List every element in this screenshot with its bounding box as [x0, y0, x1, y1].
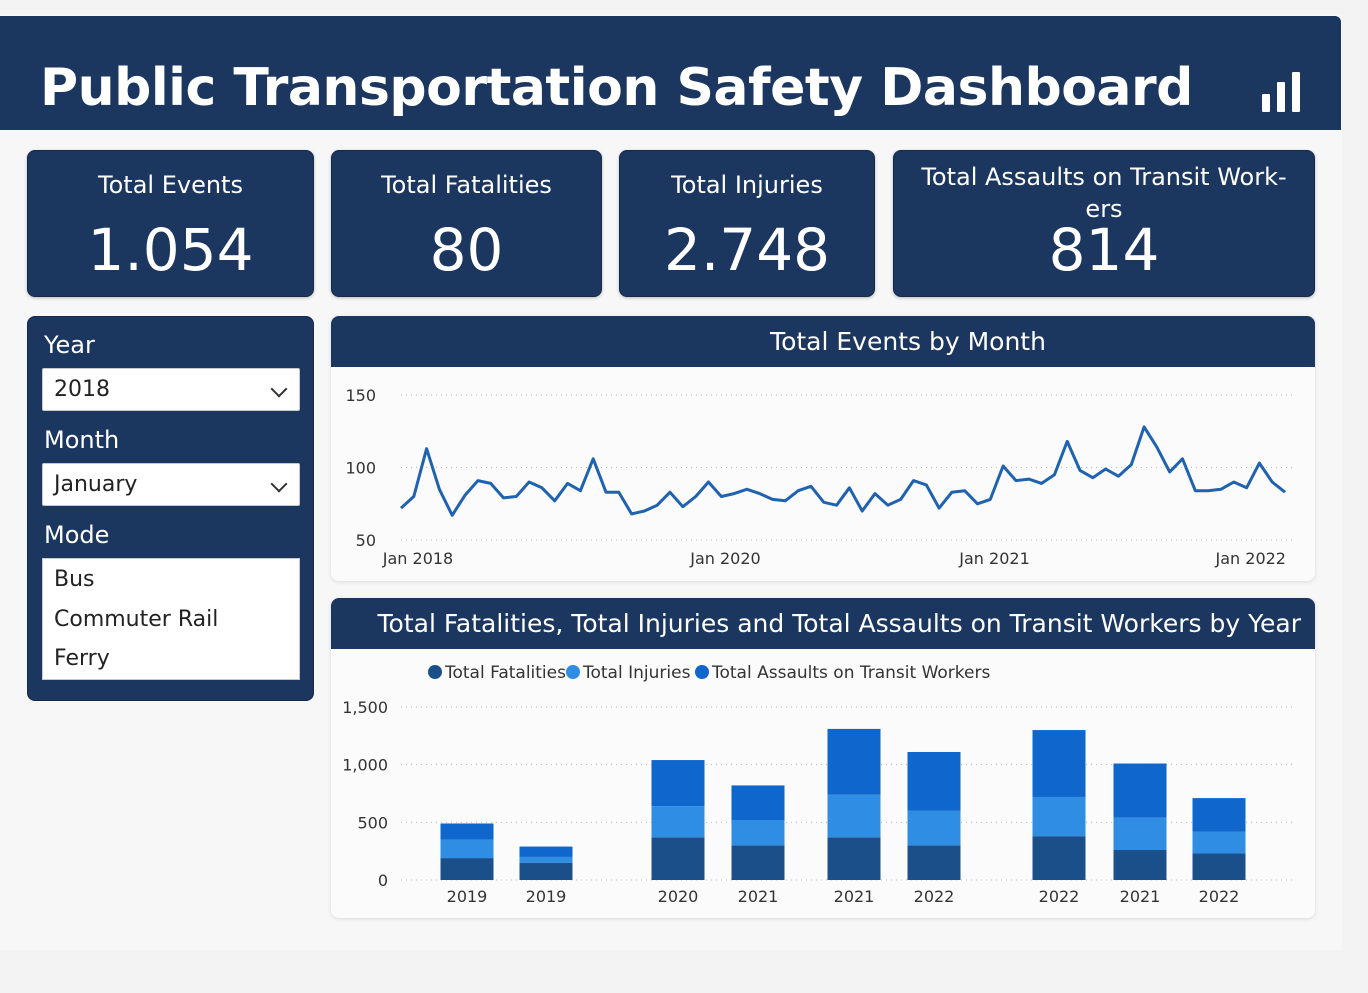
legend-label: Total Injuries	[582, 663, 691, 683]
line-chart: 50 100 150 Jan 2018 Jan 2020 Jan 2021 Jan 2022	[345, 386, 1293, 568]
kpi-card-total-assaults[interactable]: Total Assaults on Transit Work-ers 814	[893, 150, 1315, 297]
x-tick-label: Jan 2021	[958, 549, 1029, 568]
bar-segment	[1192, 798, 1246, 832]
kpi-value: 2.748	[663, 216, 831, 284]
chevron-down-icon	[270, 475, 288, 493]
bar-segment	[651, 760, 705, 807]
filter-panel: Year 2018 Month January Mode Bus Commute…	[27, 316, 314, 701]
stacked-bar-chart: 0 500 1,000 1,500 Total Fatalities Total Inju…	[342, 663, 1293, 906]
y-tick-label: 150	[345, 386, 376, 405]
chevron-down-icon	[270, 380, 288, 398]
month-filter-label: Month	[44, 426, 120, 454]
y-tick-label: 500	[357, 813, 388, 832]
kpi-card-total-events[interactable]: Total Events 1.054	[27, 150, 314, 297]
kpi-card-total-fatalities[interactable]: Total Fatalities 80	[331, 150, 602, 297]
mode-option-bus[interactable]: Bus	[54, 567, 95, 592]
legend-label: Total Fatalities	[444, 663, 566, 683]
x-tick-label: 2019	[447, 887, 488, 906]
bar-segment	[1192, 853, 1246, 880]
bar-segment	[907, 751, 961, 811]
bar-segment	[1113, 850, 1167, 880]
bar-segment	[1032, 730, 1086, 797]
kpi-value: 814	[1048, 216, 1160, 284]
bar-segment	[651, 837, 705, 880]
bar-segment	[1192, 831, 1246, 854]
bar-segment	[651, 806, 705, 838]
bar-segment	[440, 858, 494, 880]
bar-segment	[440, 823, 494, 840]
bar-segment	[1113, 763, 1167, 818]
y-tick-label: 50	[356, 531, 376, 550]
y-tick-label: 1,000	[342, 756, 388, 775]
month-dropdown-value: January	[54, 472, 138, 497]
panel-header: Total Fatalities, Total Injuries and Tot…	[331, 598, 1315, 649]
series-line	[399, 425, 1286, 517]
kpi-label: Total Events	[98, 171, 243, 199]
x-tick-label: Jan 2018	[382, 549, 453, 568]
x-tick-label: 2021	[738, 887, 779, 906]
mode-option-ferry[interactable]: Ferry	[54, 646, 110, 671]
x-tick-label: 2022	[1039, 887, 1080, 906]
legend-label: Total Assaults on Transit Workers	[711, 663, 990, 683]
kpi-label: Total Injuries	[671, 171, 823, 199]
page-title: Public Transportation Safety Dashboard	[40, 58, 1193, 118]
legend-marker	[428, 665, 442, 679]
events-by-month-panel: Total Events by Month 50 100 150 Jan 2018 Ja…	[331, 316, 1315, 581]
bar-segment	[731, 785, 785, 821]
bar-segment	[519, 846, 573, 857]
dashboard-header: Public Transportation Safety Dashboard	[0, 16, 1341, 130]
year-filter-label: Year	[44, 331, 95, 359]
bar-segment	[519, 856, 573, 863]
year-dropdown-value: 2018	[54, 377, 110, 402]
bar-segment	[827, 794, 881, 838]
x-tick-label: 2021	[1120, 887, 1161, 906]
kpi-label: Total Assaults on Transit Work-ers	[921, 163, 1287, 223]
x-tick-label: Jan 2022	[1215, 549, 1286, 568]
kpi-value: 1.054	[87, 216, 254, 284]
legend-marker	[566, 665, 580, 679]
bar-segment	[907, 810, 961, 846]
year-dropdown[interactable]: 2018	[42, 368, 300, 411]
bar-segment	[731, 820, 785, 846]
bar-segment	[1032, 796, 1086, 837]
x-tick-label: 2022	[1199, 887, 1240, 906]
y-tick-label: 100	[345, 459, 376, 478]
y-tick-label: 0	[378, 871, 388, 890]
month-dropdown[interactable]: January	[42, 463, 300, 506]
x-tick-label: 2019	[526, 887, 567, 906]
x-tick-label: Jan 2020	[689, 549, 760, 568]
bar-segment	[1113, 817, 1167, 851]
chart-title: Total Fatalities, Total Injuries and Tot…	[377, 609, 1302, 638]
x-tick-label: 2021	[834, 887, 875, 906]
bar-segment	[907, 845, 961, 880]
bar-chart-icon[interactable]	[1262, 72, 1300, 112]
bar-segment	[440, 839, 494, 859]
kpi-label: Total Fatalities	[381, 171, 552, 199]
y-tick-label: 1,500	[342, 698, 388, 717]
bar-segment	[1032, 836, 1086, 880]
x-tick-label: 2020	[658, 887, 699, 906]
bar-segment	[827, 837, 881, 880]
kpi-value: 80	[429, 216, 504, 284]
mode-option-commuter-rail[interactable]: Commuter Rail	[54, 607, 219, 632]
legend-marker	[695, 665, 709, 679]
mode-filter-label: Mode	[44, 521, 110, 549]
panel-header: Total Events by Month	[331, 316, 1315, 367]
chart-title: Total Events by Month	[770, 327, 1046, 356]
bar-segment	[827, 728, 881, 795]
mode-list: Bus Commuter Rail Ferry	[42, 558, 300, 680]
kpi-card-total-injuries[interactable]: Total Injuries 2.748	[619, 150, 875, 297]
x-tick-label: 2022	[914, 887, 955, 906]
fatalities-injuries-assaults-panel: Total Fatalities, Total Injuries and Tot…	[331, 598, 1315, 918]
bar-segment	[731, 845, 785, 880]
bar-segment	[519, 862, 573, 880]
